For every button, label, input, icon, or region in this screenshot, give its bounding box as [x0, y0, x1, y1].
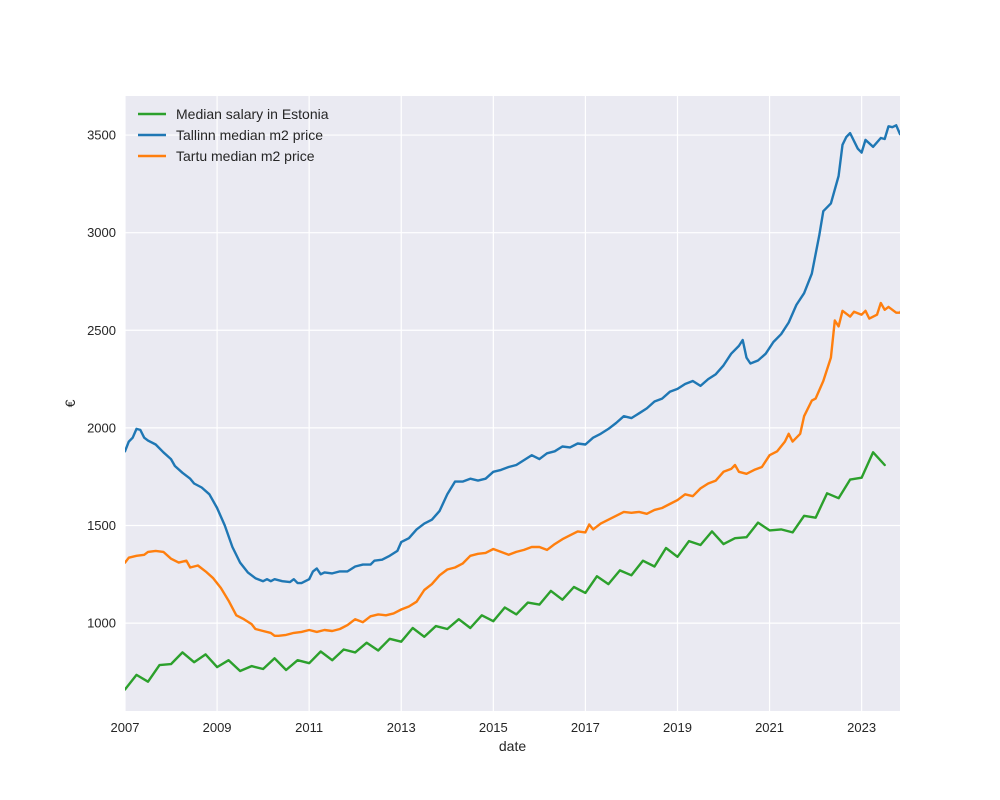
x-tick-label: 2023: [847, 720, 876, 735]
grid-lines: [124, 96, 900, 711]
x-tick-label: 2017: [571, 720, 600, 735]
series-lines: [125, 124, 900, 691]
legend-label: Tallinn median m2 price: [176, 127, 323, 143]
x-tick-label: 2015: [479, 720, 508, 735]
x-tick-label: 2011: [295, 720, 323, 735]
y-tick-labels: 1000 1500 2000 2500 3000 3500: [87, 128, 116, 631]
y-tick-label: 2000: [87, 420, 116, 435]
x-tick-label: 2019: [663, 720, 692, 735]
series-line-2: [125, 301, 900, 637]
y-tick-label: 2500: [87, 323, 116, 338]
x-axis-label: date: [499, 738, 526, 754]
y-tick-label: 3000: [87, 225, 116, 240]
y-tick-label: 1000: [87, 616, 116, 631]
x-tick-label: 2007: [111, 720, 140, 735]
plot-area: [125, 96, 900, 711]
x-tick-label: 2021: [755, 720, 784, 735]
y-tick-label: 1500: [87, 518, 116, 533]
legend: Median salary in Estonia Tallinn median m…: [138, 106, 329, 164]
x-tick-labels: 2007 2009 2011 2013 2015 2017 2019 2021 2023: [111, 720, 877, 735]
x-tick-label: 2009: [203, 720, 232, 735]
x-tick-label: 2013: [387, 720, 416, 735]
y-axis-label: €: [62, 399, 78, 407]
legend-label: Median salary in Estonia: [176, 106, 329, 122]
series-line-1: [125, 124, 900, 585]
series-line-0: [125, 451, 886, 691]
legend-label: Tartu median m2 price: [176, 148, 315, 164]
y-tick-label: 3500: [87, 128, 116, 143]
